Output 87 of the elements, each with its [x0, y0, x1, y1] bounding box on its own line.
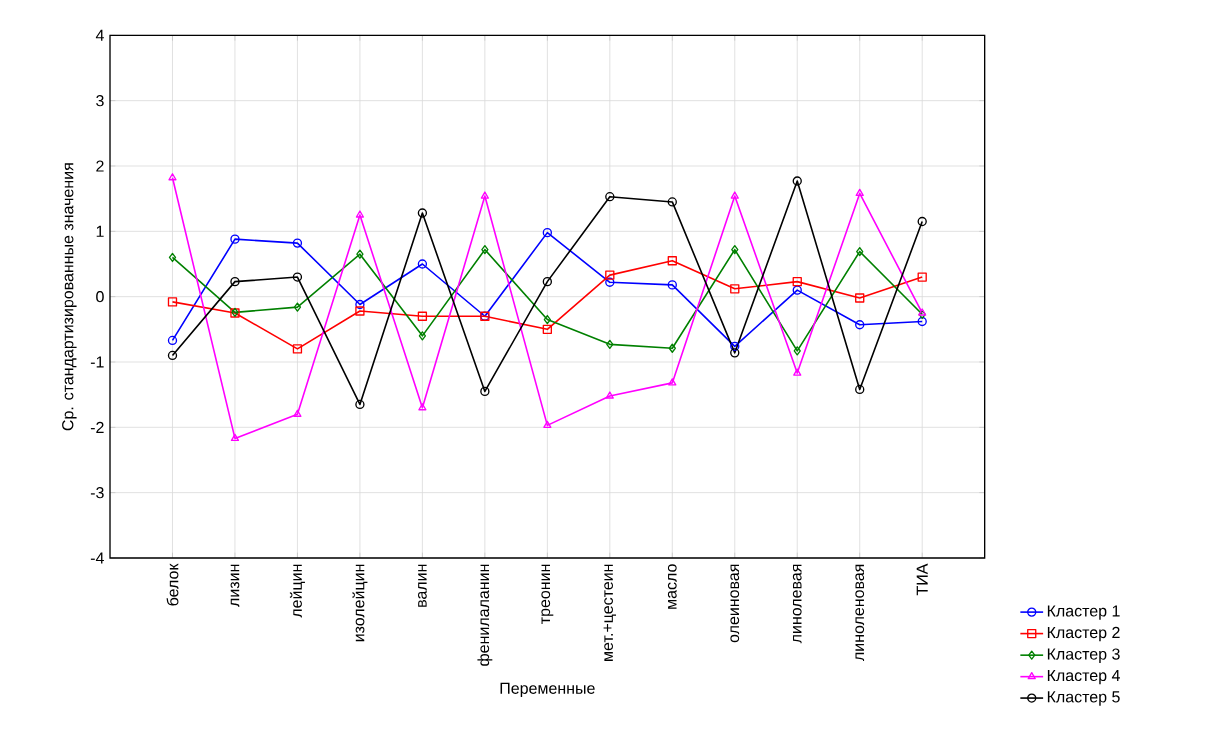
point	[355, 306, 365, 316]
point	[292, 344, 303, 354]
point	[167, 297, 178, 307]
x-axis-title: Переменные	[500, 682, 595, 698]
point	[230, 276, 240, 287]
x-tick-label: белок	[166, 563, 179, 606]
point	[730, 284, 740, 294]
point	[543, 314, 552, 325]
point	[855, 320, 865, 330]
point	[292, 272, 303, 282]
point	[293, 302, 302, 312]
point	[668, 378, 677, 386]
point	[855, 384, 865, 395]
legend-label: Кластер 1	[1047, 605, 1120, 620]
x-tick-label: мет.+цестеин	[603, 564, 617, 661]
y-tick-label: -2	[90, 421, 104, 433]
point	[605, 192, 615, 202]
point	[606, 339, 614, 350]
point	[792, 176, 802, 186]
point	[230, 433, 240, 442]
y-tick-label: 1	[96, 225, 104, 237]
x-tick-label: олеиновая	[730, 564, 740, 643]
point	[355, 299, 365, 310]
point	[605, 391, 614, 399]
point	[417, 208, 428, 218]
point	[793, 346, 801, 356]
y-tick-label: 0	[96, 291, 104, 303]
x-tick-label: треонин	[541, 564, 554, 624]
point	[792, 285, 802, 295]
point	[667, 280, 677, 290]
legend-label: Кластер 3	[1047, 648, 1120, 663]
x-tick-label: лизин	[230, 564, 240, 607]
point	[917, 216, 927, 227]
y-axis-title: Ср. стандартизированные значения	[62, 163, 77, 431]
point	[355, 399, 365, 410]
x-tick-label: ТИА	[916, 563, 928, 596]
point	[667, 256, 677, 266]
point	[605, 270, 615, 280]
y-tick-label: -3	[90, 487, 104, 499]
legend-label: Кластер 4	[1047, 669, 1120, 685]
y-tick-label: 3	[96, 95, 104, 107]
point	[793, 368, 802, 376]
x-tick-label: валин	[418, 564, 427, 607]
y-tick-label: 2	[96, 160, 104, 172]
point	[855, 293, 865, 303]
point	[730, 191, 739, 199]
point	[417, 311, 428, 321]
x-tick-label: изолейцин	[352, 564, 368, 642]
point	[792, 276, 802, 287]
point	[418, 331, 427, 341]
x-tick-label: линолевая	[792, 564, 802, 644]
point	[418, 403, 427, 411]
point	[480, 386, 490, 397]
point	[542, 324, 553, 334]
point	[417, 259, 428, 269]
point	[730, 348, 740, 358]
y-tick-label: -4	[90, 552, 104, 564]
point	[356, 249, 364, 259]
point	[731, 244, 739, 255]
y-tick-label: 4	[95, 29, 104, 41]
x-tick-label: фенилаланин	[477, 564, 493, 666]
point	[542, 227, 553, 238]
point	[480, 191, 489, 199]
point	[856, 246, 864, 257]
point	[168, 252, 177, 263]
point	[481, 244, 489, 255]
legend-label: Кластер 5	[1047, 691, 1120, 706]
point	[355, 210, 365, 218]
point	[542, 276, 553, 287]
point	[855, 188, 864, 197]
point	[230, 234, 240, 244]
point	[168, 173, 177, 181]
x-tick-label: линоленовая	[855, 564, 865, 662]
point	[730, 341, 740, 351]
point	[167, 335, 178, 346]
point	[293, 409, 302, 417]
legend-label: Кластер 2	[1047, 626, 1120, 642]
point	[667, 197, 677, 207]
point	[917, 316, 927, 327]
point	[543, 420, 552, 429]
point	[668, 343, 676, 353]
y-tick-label: -1	[90, 356, 104, 368]
x-tick-label: масло	[667, 564, 677, 609]
x-tick-label: лейцин	[289, 564, 305, 618]
point	[292, 238, 303, 248]
point	[917, 272, 927, 282]
point	[167, 350, 178, 361]
